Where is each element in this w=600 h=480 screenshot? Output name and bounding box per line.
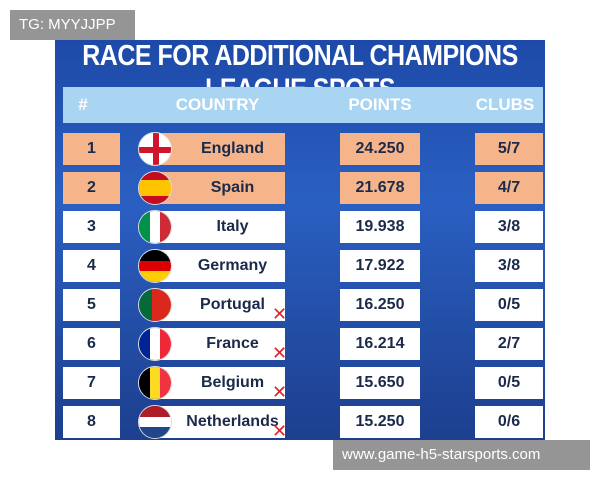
flag-icon	[138, 327, 172, 361]
eliminated-mark: ✕	[272, 343, 288, 363]
watermark: TG: MYYJJPP	[10, 10, 135, 40]
country: Germany	[160, 250, 285, 282]
column-header: #	[78, 95, 88, 114]
points: 16.250	[340, 289, 420, 321]
flag-icon	[138, 210, 172, 244]
rank: 5	[63, 289, 120, 321]
points: 24.250	[340, 133, 420, 165]
rank: 2	[63, 172, 120, 204]
flag-icon	[138, 405, 172, 439]
rank: 8	[63, 406, 120, 438]
column-header: POINTS	[348, 95, 412, 114]
points: 21.678	[340, 172, 420, 204]
eliminated-mark: ✕	[272, 421, 288, 441]
country: France	[160, 328, 285, 360]
flag-icon	[138, 366, 172, 400]
country: England	[160, 133, 285, 165]
points: 19.938	[340, 211, 420, 243]
eliminated-mark: ✕	[272, 382, 288, 402]
eliminated-mark: ✕	[272, 304, 288, 324]
column-header: CLUBS	[475, 95, 535, 114]
clubs: 3/8	[475, 250, 543, 282]
country: Belgium	[160, 367, 285, 399]
watermark: www.game-h5-starsports.com	[333, 440, 590, 470]
clubs: 4/7	[475, 172, 543, 204]
rank: 7	[63, 367, 120, 399]
rank: 3	[63, 211, 120, 243]
points: 17.922	[340, 250, 420, 282]
clubs: 0/5	[475, 289, 543, 321]
flag-icon	[138, 171, 172, 205]
flag-icon	[138, 249, 172, 283]
rank: 6	[63, 328, 120, 360]
clubs: 2/7	[475, 328, 543, 360]
points: 15.250	[340, 406, 420, 438]
clubs: 0/5	[475, 367, 543, 399]
clubs: 5/7	[475, 133, 543, 165]
country: Spain	[160, 172, 285, 204]
points: 15.650	[340, 367, 420, 399]
country: Netherlands	[160, 406, 285, 438]
flag-icon	[138, 132, 172, 166]
country: Italy	[160, 211, 285, 243]
flag-icon	[138, 288, 172, 322]
points: 16.214	[340, 328, 420, 360]
country: Portugal	[160, 289, 285, 321]
clubs: 3/8	[475, 211, 543, 243]
clubs: 0/6	[475, 406, 543, 438]
header-bar	[63, 87, 543, 123]
column-header: COUNTRY	[175, 95, 260, 114]
rank: 1	[63, 133, 120, 165]
rank: 4	[63, 250, 120, 282]
